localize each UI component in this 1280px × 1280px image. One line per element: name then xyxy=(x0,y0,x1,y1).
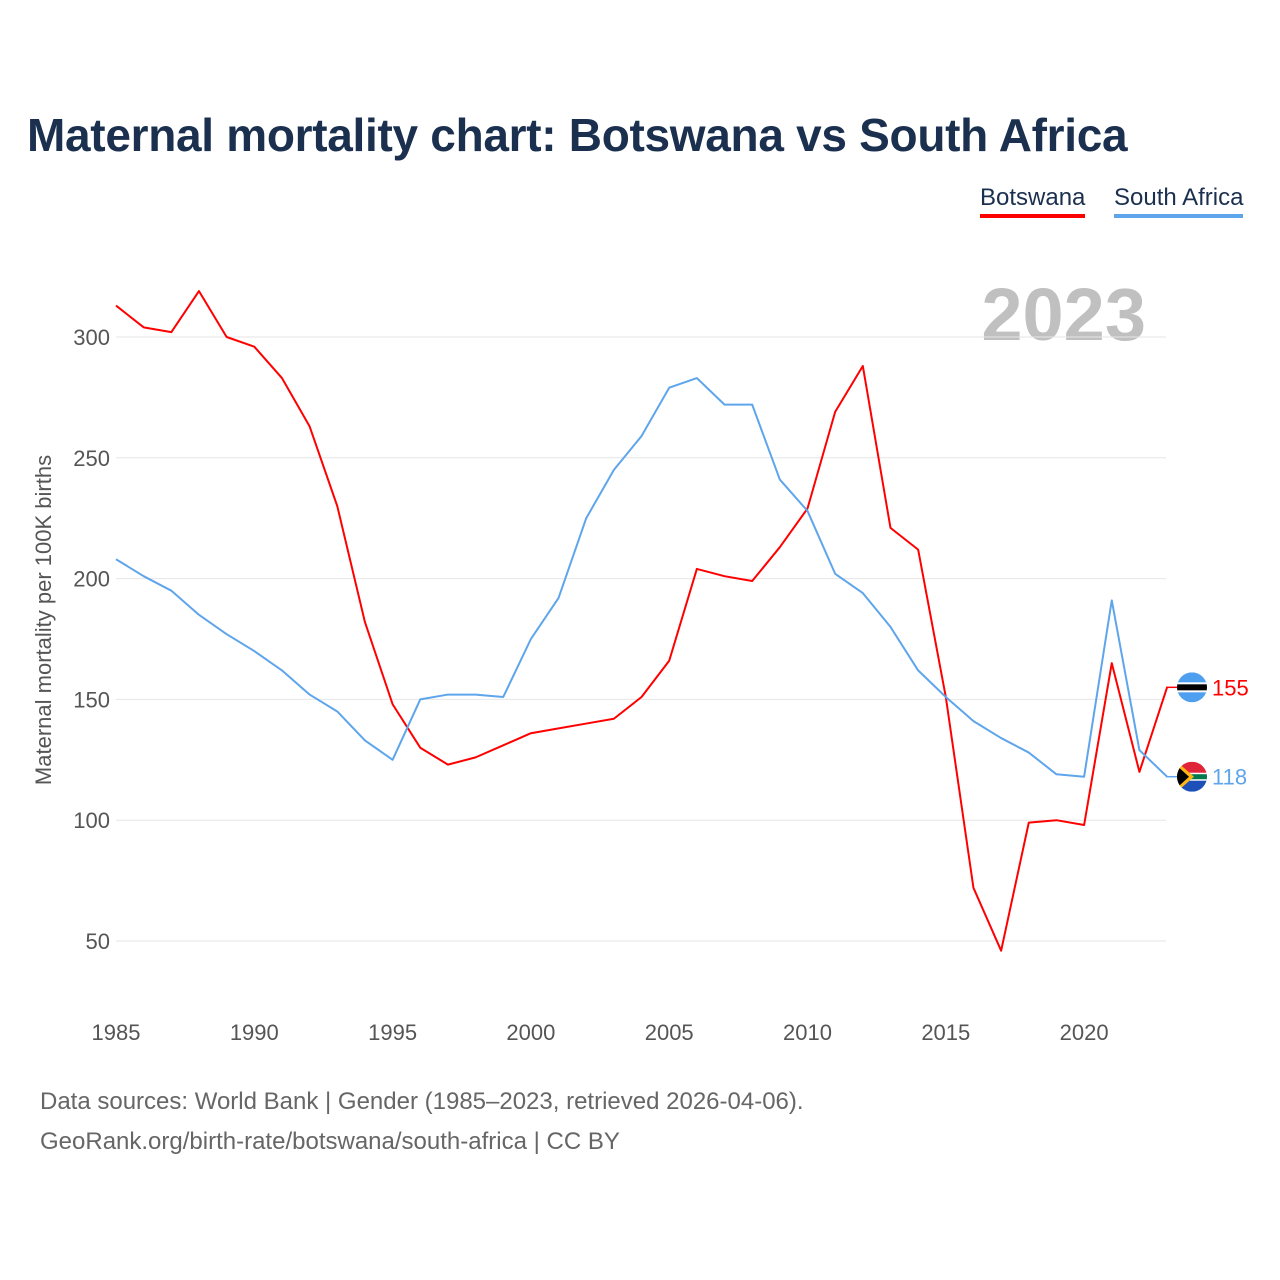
x-tick-label: 2015 xyxy=(921,1020,970,1045)
y-tick-label: 100 xyxy=(73,808,110,833)
y-tick-label: 50 xyxy=(86,929,110,954)
end-value-label: 118 xyxy=(1212,765,1247,790)
series-line-botswana[interactable] xyxy=(115,290,1169,952)
x-tick-label: 2010 xyxy=(783,1020,832,1045)
y-tick-label: 200 xyxy=(73,567,110,592)
y-tick-label: 150 xyxy=(73,687,110,712)
x-tick-label: 2000 xyxy=(506,1020,555,1045)
source-url[interactable]: GeoRank.org/birth-rate/botswana/south-af… xyxy=(40,1128,620,1155)
chart-title: Maternal mortality chart: Botswana vs So… xyxy=(27,109,1128,161)
data-source: Data sources: World Bank | Gender (1985–… xyxy=(40,1088,804,1115)
x-tick-label: 2020 xyxy=(1060,1020,1109,1045)
botswana-flag-icon xyxy=(1177,672,1207,703)
end-value-label: 155 xyxy=(1212,675,1249,700)
year-label: 2023 xyxy=(981,273,1146,356)
x-tick-label: 1990 xyxy=(230,1020,279,1045)
x-tick-label: 1995 xyxy=(368,1020,417,1045)
legend-botswana[interactable]: Botswana xyxy=(980,184,1086,218)
legend-south-africa[interactable]: South Africa xyxy=(1114,184,1244,218)
x-tick-label: 2005 xyxy=(645,1020,694,1045)
y-tick-label: 300 xyxy=(73,325,110,350)
y-tick-label: 250 xyxy=(73,446,110,471)
south-africa-flag-icon xyxy=(1177,761,1207,792)
x-tick-label: 1985 xyxy=(92,1020,141,1045)
series-line-south-africa[interactable] xyxy=(115,377,1168,778)
